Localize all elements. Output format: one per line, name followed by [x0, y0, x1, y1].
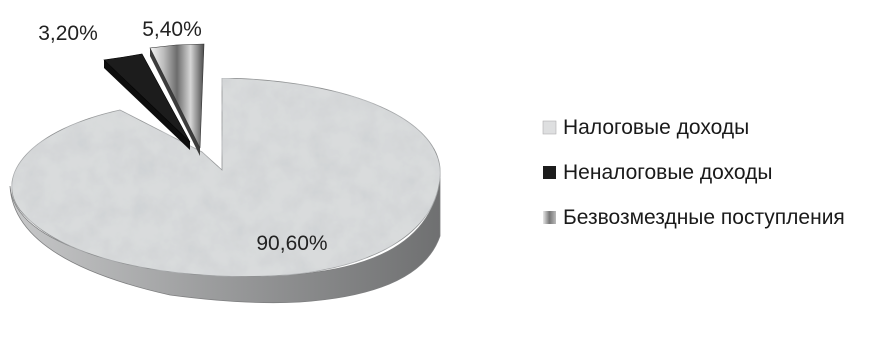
legend-swatch-nalogovye [542, 120, 557, 135]
legend-swatch-nenalogovye [543, 166, 556, 179]
pie-slice-side-nenalogovye [104, 60, 190, 150]
legend-item-nalogovye: Налоговые доходы [542, 116, 749, 139]
pie-slice-nenalogovye [103, 53, 191, 143]
legend: Налоговые доходы Неналоговые доходы Безв… [542, 116, 845, 229]
legend-label-bezvozmezdnye: Безвозмездные поступления [563, 206, 845, 229]
legend-label-nenalogovye: Неналоговые доходы [563, 161, 772, 184]
legend-item-bezvozmezdnye: Безвозмездные поступления [543, 206, 845, 229]
pie-slice-nalogovye [11, 77, 441, 277]
legend-item-nenalogovye: Неналоговые доходы [543, 161, 772, 184]
data-label-nenalogovye: 3,20% [38, 22, 98, 45]
pie-slice-side-bezvozmezdnye [150, 48, 200, 156]
pie-slice-bezvozmezdnye [149, 43, 205, 149]
legend-label-nalogovye: Налоговые доходы [563, 116, 749, 139]
legend-swatch-bezvozmezdnye [543, 211, 556, 224]
data-label-nalogovye: 90,60% [256, 232, 327, 255]
data-label-bezvozmezdnye: 5,40% [142, 18, 202, 41]
